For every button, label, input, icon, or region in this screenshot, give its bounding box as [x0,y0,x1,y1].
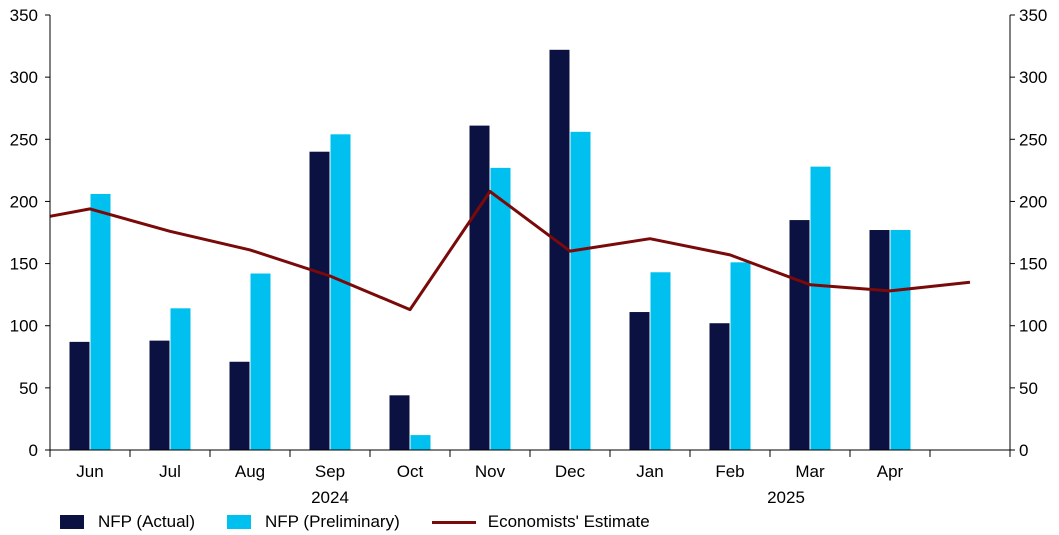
y-tick-label-right: 350 [1019,6,1047,25]
y-tick-label-right: 150 [1019,255,1047,274]
bar-actual-Jan [629,312,650,450]
x-tick-label-Jan: Jan [636,462,663,481]
bar-preliminary-Jul [170,308,191,450]
estimate-line [49,190,971,312]
y-tick-label-left: 50 [19,379,38,398]
bar-preliminary-Jan [650,272,671,450]
bar-actual-Sep [309,151,330,450]
bar-actual-Feb [709,323,730,450]
bar-actual-Aug [229,361,250,450]
y-tick-label-right: 50 [1019,379,1038,398]
bar-actual-Mar [789,220,810,450]
bar-preliminary-Aug [250,273,271,450]
legend-item-estimate: Economists' Estimate [431,512,650,532]
x-tick-label-Oct: Oct [397,462,424,481]
y-tick-label-right: 200 [1019,192,1047,211]
x-tick-label-Nov: Nov [475,462,506,481]
bar-preliminary-Apr [890,230,911,450]
y-tick-label-left: 250 [10,130,38,149]
legend-item-actual: NFP (Actual) [60,512,195,532]
bar-preliminary-Jun [90,193,111,450]
legend-swatch-actual [60,515,84,529]
y-tick-label-right: 300 [1019,68,1047,87]
legend-label-actual: NFP (Actual) [98,512,195,531]
y-tick-label-left: 0 [29,441,38,460]
bar-actual-Jun [69,341,90,450]
legend-item-preliminary: NFP (Preliminary) [227,512,400,532]
y-tick-label-right: 250 [1019,130,1047,149]
y-tick-label-left: 350 [10,6,38,25]
legend-swatch-preliminary [227,515,251,529]
bar-preliminary-Mar [810,166,831,450]
bar-preliminary-Dec [570,131,591,451]
x-tick-label-Sep: Sep [315,462,345,481]
bar-actual-Apr [869,230,890,450]
bar-actual-Jul [149,340,170,450]
x-tick-label-Feb: Feb [715,462,744,481]
bar-preliminary-Oct [410,435,431,450]
legend: NFP (Actual) NFP (Preliminary) Economist… [60,510,682,534]
bar-actual-Oct [389,395,410,450]
y-tick-label-left: 200 [10,192,38,211]
bar-preliminary-Nov [490,167,511,450]
x-tick-label-Mar: Mar [795,462,825,481]
legend-swatch-estimate [431,520,476,524]
x-tick-label-Dec: Dec [555,462,586,481]
bars-layer [69,49,911,451]
axes-layer: 0 0 50 50 100 100 150 150 200 200 250 250 300 300 350 3… [10,6,1048,507]
y-tick-label-right: 100 [1019,317,1047,336]
y-tick-label-left: 300 [10,68,38,87]
x-tick-label-Apr: Apr [877,462,904,481]
y-tick-label-left: 150 [10,255,38,274]
bar-actual-Nov [469,125,490,450]
y-tick-label-left: 100 [10,317,38,336]
legend-label-preliminary: NFP (Preliminary) [265,512,400,531]
legend-label-estimate: Economists' Estimate [487,512,650,531]
bar-preliminary-Sep [330,134,351,451]
line-layer [49,190,971,312]
bar-actual-Dec [549,49,570,451]
x-tick-label-Aug: Aug [235,462,265,481]
year-label-2025: 2025 [767,488,805,507]
x-tick-label-Jun: Jun [76,462,103,481]
bar-preliminary-Feb [730,262,751,450]
year-label-2024: 2024 [311,488,349,507]
x-tick-label-Jul: Jul [159,462,181,481]
y-tick-label-right: 0 [1019,441,1028,460]
